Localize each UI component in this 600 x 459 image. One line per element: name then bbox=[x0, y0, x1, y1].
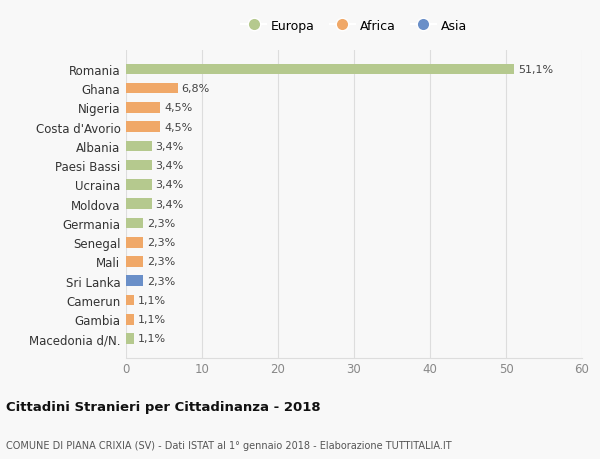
Legend: Europa, Africa, Asia: Europa, Africa, Asia bbox=[241, 20, 467, 33]
Bar bbox=[126, 334, 134, 344]
Text: 1,1%: 1,1% bbox=[138, 295, 166, 305]
Bar bbox=[126, 122, 160, 133]
Bar bbox=[126, 314, 134, 325]
Bar bbox=[126, 161, 152, 171]
Bar bbox=[126, 84, 178, 94]
Text: 3,4%: 3,4% bbox=[155, 180, 184, 190]
Text: 2,3%: 2,3% bbox=[147, 238, 176, 248]
Bar bbox=[126, 237, 143, 248]
Bar bbox=[126, 295, 134, 306]
Text: Cittadini Stranieri per Cittadinanza - 2018: Cittadini Stranieri per Cittadinanza - 2… bbox=[6, 400, 320, 413]
Text: 1,1%: 1,1% bbox=[138, 314, 166, 325]
Text: 6,8%: 6,8% bbox=[181, 84, 210, 94]
Bar bbox=[126, 218, 143, 229]
Bar bbox=[126, 180, 152, 190]
Bar bbox=[126, 257, 143, 267]
Bar bbox=[126, 276, 143, 286]
Text: 51,1%: 51,1% bbox=[518, 65, 553, 75]
Bar bbox=[126, 199, 152, 210]
Text: 2,3%: 2,3% bbox=[147, 218, 176, 229]
Bar bbox=[126, 141, 152, 152]
Text: 2,3%: 2,3% bbox=[147, 276, 176, 286]
Text: 2,3%: 2,3% bbox=[147, 257, 176, 267]
Text: 3,4%: 3,4% bbox=[155, 199, 184, 209]
Text: 4,5%: 4,5% bbox=[164, 123, 192, 132]
Bar bbox=[126, 64, 514, 75]
Bar bbox=[126, 103, 160, 113]
Text: 4,5%: 4,5% bbox=[164, 103, 192, 113]
Text: 3,4%: 3,4% bbox=[155, 161, 184, 171]
Text: COMUNE DI PIANA CRIXIA (SV) - Dati ISTAT al 1° gennaio 2018 - Elaborazione TUTTI: COMUNE DI PIANA CRIXIA (SV) - Dati ISTAT… bbox=[6, 440, 452, 450]
Text: 1,1%: 1,1% bbox=[138, 334, 166, 344]
Text: 3,4%: 3,4% bbox=[155, 142, 184, 151]
